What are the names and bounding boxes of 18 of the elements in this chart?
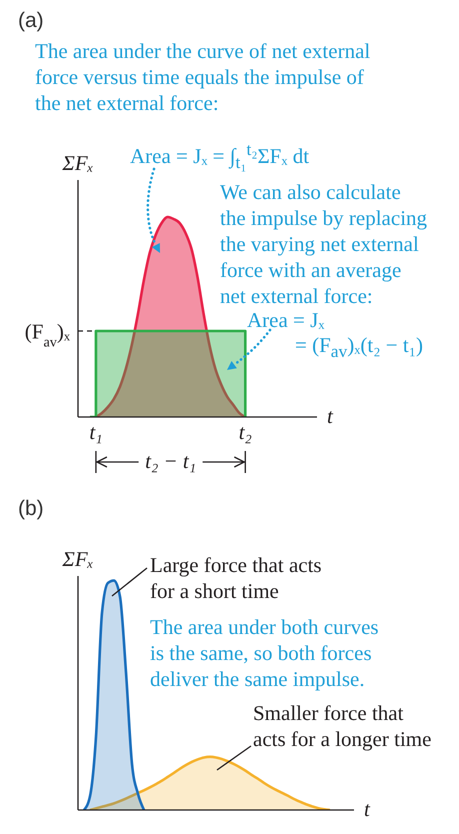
chart-title: (b) bbox=[18, 496, 44, 522]
x-axis-title: t bbox=[364, 796, 370, 822]
text: Area = Jₓ = ∫$_{t₁}$$^{t₂}$ΣFₓ dt bbox=[130, 138, 310, 174]
text: t₂ − t₁ bbox=[144, 448, 198, 474]
annotation: Area = Jₓ bbox=[247, 307, 324, 333]
annotation: Large force that acts for a short time bbox=[150, 552, 323, 604]
annotation: We can also calculate the impulse by replacing the varying net external force with an average net external force: bbox=[220, 179, 428, 309]
x-tick-label: t₂ bbox=[238, 420, 252, 444]
chart-title: (a) bbox=[18, 8, 44, 34]
text: The area under the curve of net external force versus time equals the impulse of the net external force: bbox=[35, 38, 372, 116]
annotation: = (F$_{av}$)ₓ(t₂ − t₁) bbox=[295, 332, 424, 364]
y-axis-title: ΣFₓ bbox=[61, 546, 95, 572]
annotation: Smaller force that acts for a longer time bbox=[253, 700, 432, 752]
x-axis-title: t bbox=[327, 403, 333, 429]
annotation: The area under both curves is the same, so both forces deliver the same impulse. bbox=[150, 614, 380, 692]
ref-line-label: (F$_{av}$)ₓ bbox=[24, 319, 71, 350]
y-axis-title: ΣFₓ bbox=[61, 150, 95, 176]
x-tick-label: t₁ bbox=[89, 420, 102, 444]
